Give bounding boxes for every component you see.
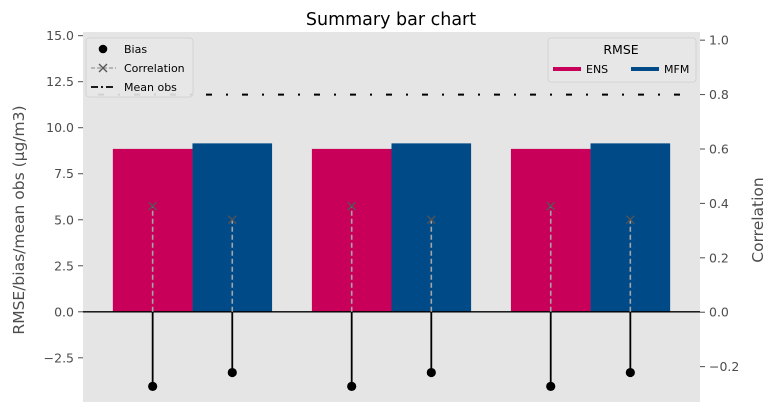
rmse-legend-label: ENS [586, 63, 608, 76]
marker-legend-box [85, 37, 194, 98]
marker-legend-label: Mean obs [124, 81, 177, 94]
y-left-tick-label: 10.0 [46, 120, 74, 135]
bias-marker-mfm-3 [625, 367, 635, 378]
y-right-tick-label: 0.4 [709, 196, 729, 211]
legend-bias-dot [98, 44, 108, 54]
marker-legend: Bias Correlation Mean obs [85, 37, 194, 98]
y-axis-right-label: Correlation [749, 177, 767, 262]
y-axis-left-label: RMSE/bias/mean obs (µg/m3) [10, 105, 28, 334]
bias-marker-ens-2 [347, 381, 357, 391]
chart-title: Summary bar chart [306, 10, 476, 30]
y-left-tick-label: 2.5 [54, 258, 74, 273]
y-right-tick-label: 0.8 [709, 87, 729, 102]
y-right-tick-label: −0.2 [709, 359, 739, 374]
legend-correlation-x2 [98, 63, 108, 73]
y-left-tick-label: 12.5 [46, 74, 74, 89]
correlation-marker-mfm-2 [426, 215, 436, 225]
bias-marker-mfm-1 [227, 367, 237, 378]
correlation-marker-mfm-3 [625, 215, 635, 225]
rmse-legend-title: RMSE [603, 42, 638, 57]
y-right-tick-label: 0.6 [709, 141, 729, 156]
correlation-marker-ens-3 [546, 201, 556, 211]
marker-legend-label: Bias [124, 43, 147, 56]
y-left-tick-label: −2.5 [44, 350, 74, 365]
y-right-tick-label: 1.0 [709, 33, 729, 48]
marker-legend-label: Correlation [124, 62, 185, 75]
y-left-tick-label: 0.0 [54, 304, 74, 319]
y-right-tick-label: 0.2 [709, 250, 729, 265]
rmse-legend-label: MFM [664, 63, 689, 76]
correlation-marker-ens-1 [148, 201, 158, 211]
bias-marker-ens-1 [148, 381, 158, 391]
bias-marker-mfm-2 [426, 367, 436, 378]
y-left-tick-label: 7.5 [54, 166, 74, 181]
correlation-marker-ens-2 [347, 201, 357, 211]
rmse-legend: RMSE ENS MFM [547, 37, 697, 83]
y-left-tick-label: 5.0 [54, 212, 74, 227]
y-right-tick-label: 0.0 [709, 305, 729, 320]
y-left-tick-label: 15.0 [46, 28, 74, 43]
correlation-marker-mfm-1 [227, 215, 237, 225]
bias-marker-ens-3 [546, 381, 556, 391]
